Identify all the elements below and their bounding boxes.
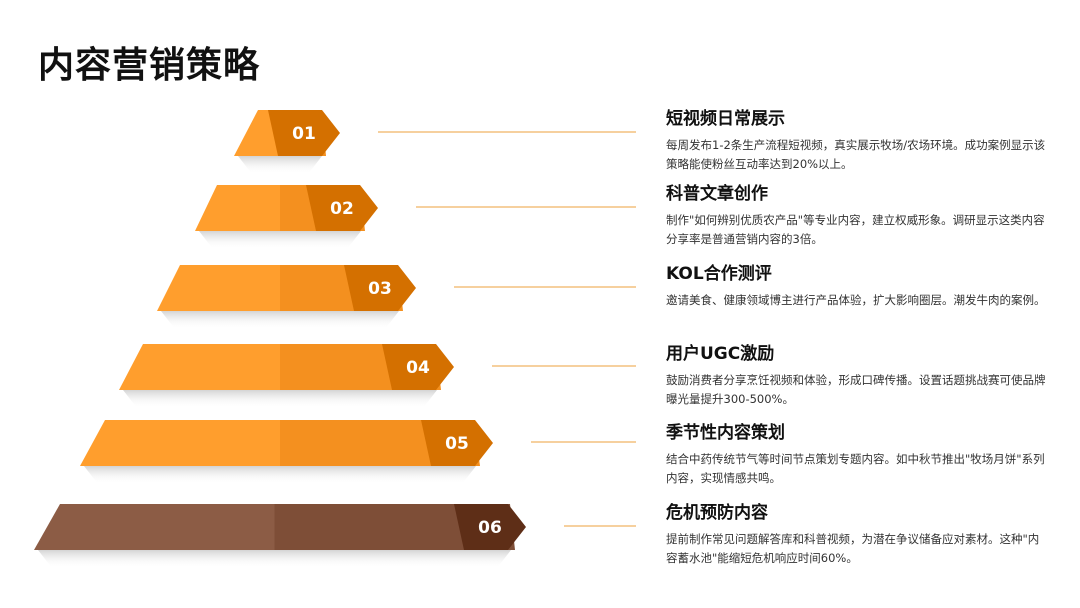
tier-number-tag <box>454 504 526 550</box>
tier-number-tag <box>344 265 416 311</box>
page-title: 内容营销策略 <box>38 45 261 86</box>
tier-face-left <box>157 265 280 311</box>
tier-shadow <box>123 390 437 408</box>
tier-number: 01 <box>292 124 316 144</box>
tier-number: 05 <box>445 434 469 454</box>
tier-number-tag <box>421 420 493 466</box>
tier-shadow <box>199 231 361 249</box>
tier-number: 02 <box>330 199 354 219</box>
tier-number-tag <box>268 110 340 156</box>
strategy-item-03: KOL合作测评邀请美食、健康领域博主进行产品体验，扩大影响圈层。潮发牛肉的案例。 <box>666 263 1046 310</box>
pyramid-tier-02: 02 <box>195 185 636 249</box>
strategy-title: 季节性内容策划 <box>666 423 785 443</box>
strategy-item-05: 季节性内容策划结合中药传统节气等时间节点策划专题内容。如中秋节推出"牧场月饼"系… <box>666 422 1046 488</box>
tier-shadow <box>161 311 399 329</box>
tier-face-left <box>195 185 280 231</box>
pyramid-tier-05: 05 <box>80 420 636 484</box>
strategy-description: 每周发布1-2条生产流程短视频，真实展示牧场/农场环境。成功案例显示该策略能使粉… <box>666 138 1046 171</box>
pyramid-tier-03: 03 <box>157 265 636 329</box>
strategy-title: 危机预防内容 <box>666 503 768 523</box>
strategy-title: 短视频日常展示 <box>666 109 785 129</box>
strategy-item-02: 科普文章创作制作"如何辨别优质农产品"等专业内容，建立权威形象。调研显示这类内容… <box>666 183 1046 249</box>
strategy-description: 鼓励消费者分享烹饪视频和体验，形成口碑传播。设置话题挑战赛可使品牌曝光量提升30… <box>666 373 1046 406</box>
tier-face-left <box>34 504 275 550</box>
tier-face-left <box>80 420 280 466</box>
tier-number-tag <box>306 185 378 231</box>
pyramid-tier-01: 01 <box>234 110 636 174</box>
tier-number: 06 <box>478 518 502 538</box>
strategy-description: 提前制作常见问题解答库和科普视频，为潜在争议储备应对素材。这种"内容蓄水池"能缩… <box>666 532 1040 565</box>
tier-number-tag <box>382 344 454 390</box>
strategy-title: 用户UGC激励 <box>666 344 775 364</box>
tier-number: 04 <box>406 358 430 378</box>
pyramid-tier-06: 06 <box>34 504 636 568</box>
tier-number: 03 <box>368 279 392 299</box>
tier-shadow <box>38 550 511 568</box>
strategy-description: 结合中药传统节气等时间节点策划专题内容。如中秋节推出"牧场月饼"系列内容，实现情… <box>666 452 1045 485</box>
tier-shadow <box>238 156 322 174</box>
tier-face-left <box>234 110 280 156</box>
strategy-item-06: 危机预防内容提前制作常见问题解答库和科普视频，为潜在争议储备应对素材。这种"内容… <box>666 502 1046 568</box>
tier-face-left <box>119 344 280 390</box>
pyramid-tier-04: 04 <box>119 344 636 408</box>
tier-face-right <box>274 504 515 550</box>
strategy-description: 制作"如何辨别优质农产品"等专业内容，建立权威形象。调研显示这类内容分享率是普通… <box>666 213 1045 246</box>
strategy-title: KOL合作测评 <box>666 264 772 284</box>
strategy-description: 邀请美食、健康领域博主进行产品体验，扩大影响圈层。潮发牛肉的案例。 <box>666 293 1046 307</box>
tier-shadow <box>84 466 476 484</box>
strategy-item-01: 短视频日常展示每周发布1-2条生产流程短视频，真实展示牧场/农场环境。成功案例显… <box>666 108 1046 174</box>
strategy-item-04: 用户UGC激励鼓励消费者分享烹饪视频和体验，形成口碑传播。设置话题挑战赛可使品牌… <box>666 343 1046 409</box>
strategy-title: 科普文章创作 <box>666 184 768 204</box>
